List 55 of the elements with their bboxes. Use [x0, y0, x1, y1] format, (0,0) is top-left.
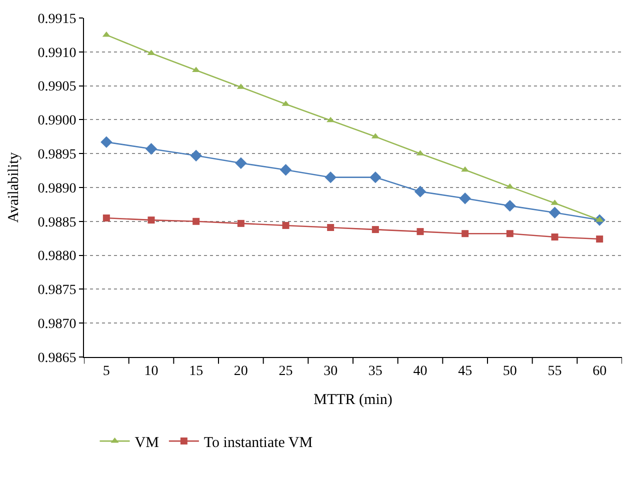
y-tick-label: 0.9895 — [38, 148, 76, 162]
point — [506, 230, 514, 238]
x-tick-label: 5 — [102, 364, 110, 379]
point — [372, 226, 379, 234]
point — [551, 233, 558, 240]
x-tick-label: 40 — [413, 364, 428, 379]
point — [416, 228, 424, 236]
point — [237, 220, 244, 227]
point — [147, 50, 156, 56]
y-tick-label: 0.9880 — [38, 249, 76, 264]
y-tick-label: 0.9865 — [38, 350, 76, 366]
y-tick-label: 0.9885 — [38, 215, 76, 230]
x-axis-title: MTTR (min) — [314, 392, 392, 408]
point — [548, 206, 561, 218]
point — [190, 150, 202, 162]
point — [280, 164, 292, 176]
point — [235, 157, 247, 169]
x-tick-label: 55 — [548, 364, 562, 379]
point — [326, 116, 335, 122]
y-tick-label: 0.9915 — [38, 12, 76, 27]
point — [282, 222, 290, 229]
x-tick-label: 50 — [502, 364, 517, 379]
y-tick-label: 0.9875 — [38, 283, 76, 298]
y-tick-label: 0.9905 — [38, 80, 76, 95]
legend-label: VM — [134, 434, 159, 451]
y-tick-label: 0.9900 — [38, 114, 76, 129]
point — [370, 171, 382, 184]
x-tick-label: 35 — [368, 364, 382, 379]
legend-label: To instantiate VM — [204, 434, 313, 451]
x-tick-label: 60 — [592, 364, 607, 379]
point — [504, 200, 516, 212]
point — [192, 218, 200, 225]
x-tick-label: 30 — [324, 364, 338, 379]
y-axis-title: Availability — [6, 152, 22, 223]
point — [102, 214, 110, 222]
point — [462, 230, 469, 238]
y-tick-label: 0.9910 — [38, 46, 76, 61]
point — [102, 31, 110, 37]
point — [461, 166, 470, 172]
x-tick-label: 25 — [278, 364, 293, 379]
point — [327, 224, 334, 231]
x-tick-label: 20 — [234, 364, 248, 379]
point — [324, 171, 336, 184]
point — [506, 183, 514, 189]
x-tick-label: 45 — [458, 364, 472, 379]
x-tick-label: 15 — [189, 364, 204, 379]
point — [145, 143, 158, 155]
point — [100, 136, 112, 148]
x-tick-label: 10 — [144, 364, 158, 379]
point — [459, 192, 471, 204]
point — [596, 236, 604, 243]
point — [148, 216, 155, 224]
y-tick-label: 0.9890 — [38, 181, 76, 196]
y-tick-label: 0.9870 — [38, 317, 76, 332]
point — [414, 186, 426, 198]
